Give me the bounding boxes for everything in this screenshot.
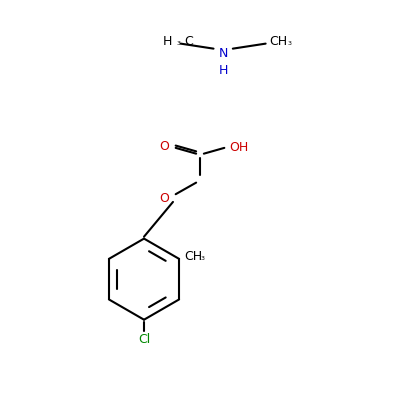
Text: C: C [184, 35, 192, 48]
Text: $_3$: $_3$ [176, 39, 182, 48]
Text: Cl: Cl [138, 333, 150, 346]
Text: $_3$: $_3$ [287, 39, 293, 48]
Text: CH: CH [270, 35, 288, 48]
Text: $_3$: $_3$ [200, 254, 206, 263]
Text: O: O [159, 140, 169, 153]
Text: H: H [162, 35, 172, 48]
Text: H: H [218, 64, 228, 77]
Text: O: O [160, 192, 170, 204]
Text: CH: CH [184, 250, 202, 264]
Text: N: N [218, 47, 228, 60]
Text: OH: OH [230, 141, 249, 154]
